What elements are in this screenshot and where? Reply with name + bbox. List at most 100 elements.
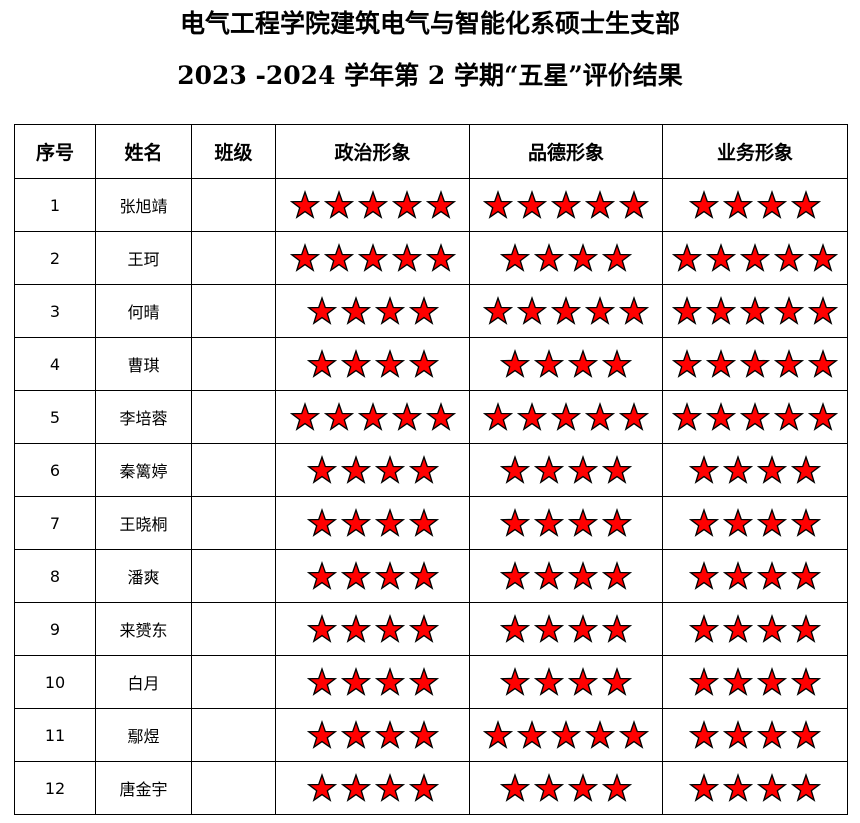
moral-rating [469,496,663,550]
star-icon [757,773,787,802]
star-icon [808,296,838,325]
star-icon [374,561,405,590]
star-icon [425,243,456,272]
star-icon [791,667,821,696]
star-icon [568,773,598,802]
star-icon [808,402,838,431]
star-icon [340,773,371,802]
star-icon [723,190,753,219]
star-icon [374,614,405,643]
star-icon [568,667,598,696]
class-cell [191,443,276,497]
star-icon [289,190,320,219]
header-class: 班级 [191,124,276,179]
moral-rating [469,231,663,285]
star-icon [500,561,530,590]
star-icon [774,243,804,272]
student-name: 潘爽 [95,549,192,603]
work-rating [662,655,848,709]
star-icon [568,614,598,643]
political-rating [275,337,470,391]
moral-rating [469,761,663,815]
star-icon [517,190,547,219]
political-rating [275,602,470,656]
star-icon [757,508,787,537]
work-rating [662,602,848,656]
star-icon [774,349,804,378]
star-icon [357,243,388,272]
star-icon [551,402,581,431]
student-name: 来赟东 [95,602,192,656]
political-rating [275,178,470,232]
student-name: 李培蓉 [95,390,192,444]
table-row: 3 何晴 [14,284,848,338]
star-icon [757,720,787,749]
row-number: 6 [14,443,96,497]
moral-rating [469,390,663,444]
star-icon [289,243,320,272]
title-line-2: 2023 -2024 学年第 2 学期“五星”评价结果 [177,61,683,90]
row-number: 9 [14,602,96,656]
star-icon [723,455,753,484]
work-rating [662,390,848,444]
star-icon [689,508,719,537]
row-number: 7 [14,496,96,550]
political-rating [275,443,470,497]
star-icon [323,402,354,431]
student-name: 秦篱婷 [95,443,192,497]
star-icon [483,402,513,431]
star-icon [723,773,753,802]
star-icon [568,561,598,590]
class-cell [191,496,276,550]
header-name: 姓名 [95,124,192,179]
star-icon [740,349,770,378]
star-icon [568,508,598,537]
star-icon [306,720,337,749]
star-icon [723,667,753,696]
table-row: 5 李培蓉 [14,390,848,444]
student-name: 张旭靖 [95,178,192,232]
star-icon [723,561,753,590]
star-icon [374,349,405,378]
star-icon [483,720,513,749]
star-icon [723,720,753,749]
header-no: 序号 [14,124,96,179]
row-number: 5 [14,390,96,444]
header-row: 序号 姓名 班级 政治形象 品德形象 业务形象 [14,124,848,179]
star-icon [408,720,439,749]
row-number: 10 [14,655,96,709]
star-icon [289,402,320,431]
star-icon [619,402,649,431]
star-icon [340,667,371,696]
star-icon [757,455,787,484]
student-name: 曹琪 [95,337,192,391]
star-icon [791,508,821,537]
star-icon [425,190,456,219]
star-icon [534,508,564,537]
star-icon [551,190,581,219]
star-icon [602,349,632,378]
star-icon [689,614,719,643]
class-cell [191,761,276,815]
star-icon [602,614,632,643]
star-icon [689,455,719,484]
star-icon [534,243,564,272]
star-icon [374,667,405,696]
star-icon [391,190,422,219]
class-cell [191,390,276,444]
table-row: 7 王晓桐 [14,496,848,550]
political-rating [275,390,470,444]
political-rating [275,708,470,762]
star-icon [340,614,371,643]
work-rating [662,549,848,603]
star-icon [483,190,513,219]
row-number: 12 [14,761,96,815]
star-icon [757,561,787,590]
star-icon [757,667,787,696]
star-icon [602,455,632,484]
star-icon [357,402,388,431]
star-icon [808,349,838,378]
star-icon [340,349,371,378]
class-cell [191,655,276,709]
star-icon [757,190,787,219]
